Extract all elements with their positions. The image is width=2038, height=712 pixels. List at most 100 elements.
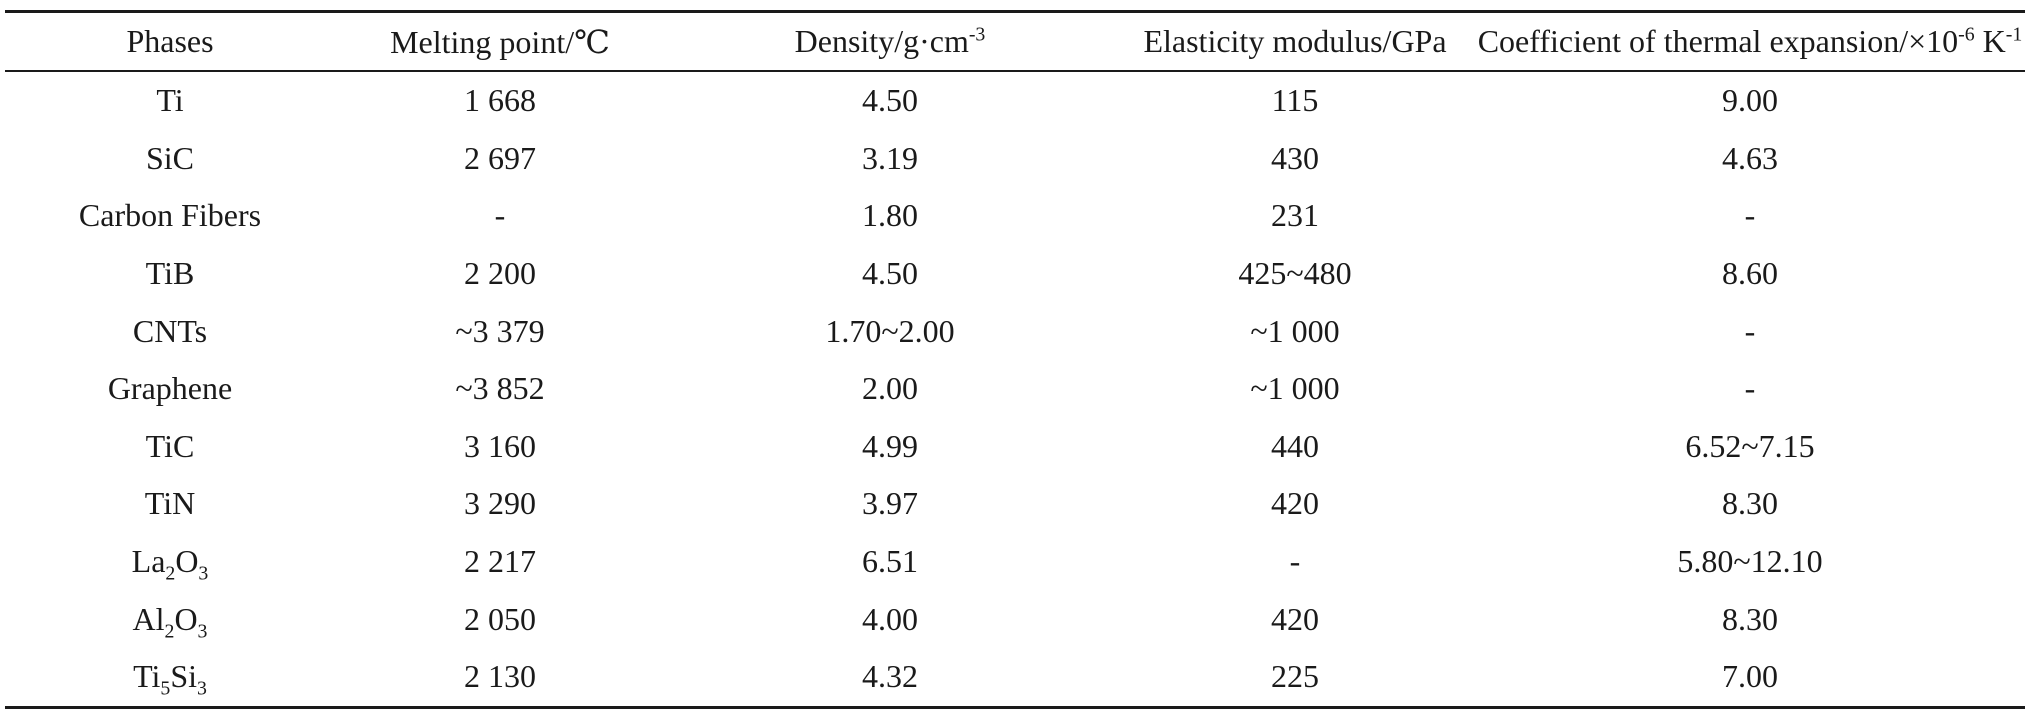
- phase-text: TiB: [145, 255, 195, 292]
- cell-melting-point: 3 290: [464, 485, 536, 522]
- cell-thermal-expansion: 7.00: [1475, 647, 2025, 709]
- cell-melting-point: 2 200: [464, 255, 536, 292]
- cell-density: 6.51: [862, 543, 918, 580]
- cell-density: 4.00: [862, 600, 918, 637]
- phase-text: Carbon Fibers: [78, 197, 262, 234]
- header-thermal-expansion-exponent: -6: [1958, 23, 1975, 46]
- header-density: Density/g·cm-3: [665, 10, 1115, 72]
- header-thermal-expansion: Coefficient of thermal expansion/×10-6 K…: [1475, 10, 2025, 72]
- cell-density: 4.50: [862, 82, 918, 119]
- table-row: TiB 2 200 4.50 425~480 8.60: [5, 245, 2025, 303]
- cell-phase: TiB: [5, 245, 335, 303]
- cell-melting-point: 2 217: [464, 543, 536, 580]
- cell-melting-point: ~3 852: [455, 370, 545, 407]
- table-row: Graphene ~3 852 2.00 ~1 000 -: [5, 360, 2025, 418]
- table-row: CNTs ~3 379 1.70~2.00 ~1 000 -: [5, 302, 2025, 360]
- cell-density: 1.80: [862, 197, 918, 234]
- table-row: Carbon Fibers - 1.80 231 -: [5, 187, 2025, 245]
- table-row: Ti 1 668 4.50 115 9.00: [5, 71, 2025, 130]
- header-density-text: Density/g·cm: [794, 23, 969, 59]
- header-melting-point-text: Melting point/℃: [390, 23, 610, 60]
- table-row: TiC 3 160 4.99 440 6.52~7.15: [5, 418, 2025, 476]
- phase-text: Ti: [156, 82, 184, 119]
- cell-elasticity-modulus: -: [1289, 543, 1301, 580]
- phase-text: TiN: [144, 485, 196, 522]
- cell-phase: La2O3: [5, 533, 335, 591]
- header-thermal-expansion-unit-exponent: -1: [2005, 23, 2023, 46]
- cell-elasticity-modulus: 115: [1271, 82, 1319, 119]
- header-phases: Phases: [5, 10, 335, 72]
- cell-density: 3.97: [862, 485, 918, 522]
- table-body: Ti 1 668 4.50 115 9.00 SiC 2 697 3.19 430 4.63 Car…: [5, 71, 2025, 709]
- cell-thermal-expansion: 6.52~7.15: [1685, 427, 1815, 464]
- header-melting-point: Melting point/℃: [335, 10, 665, 72]
- header-density-exponent: -3: [968, 23, 986, 46]
- header-elasticity-modulus: Elasticity modulus/GPa: [1115, 10, 1475, 72]
- phase-text: O: [174, 600, 198, 637]
- phase-text: Al: [132, 600, 165, 637]
- phase-text: Si: [170, 658, 197, 695]
- cell-phase: Graphene: [5, 360, 335, 418]
- cell-density: 4.32: [665, 647, 1115, 709]
- phase-subscript: 3: [198, 562, 209, 585]
- cell-thermal-expansion: 8.30: [1722, 485, 1778, 522]
- header-row: Phases Melting point/℃ Density/g·cm-3 El…: [5, 10, 2025, 72]
- cell-elasticity-modulus: 430: [1271, 139, 1319, 176]
- phase-text: Graphene: [107, 370, 233, 407]
- phase-subscript: 2: [164, 620, 175, 643]
- cell-phase: Carbon Fibers: [5, 187, 335, 245]
- cell-melting-point: 2 697: [464, 139, 536, 176]
- cell-elasticity-modulus: 420: [1271, 600, 1319, 637]
- cell-thermal-expansion: 8.60: [1722, 255, 1778, 292]
- cell-elasticity-modulus: 225: [1115, 647, 1475, 709]
- phase-text: La: [131, 543, 166, 580]
- cell-phase: TiN: [5, 475, 335, 533]
- table-row: SiC 2 697 3.19 430 4.63: [5, 130, 2025, 188]
- cell-elasticity-modulus: 425~480: [1238, 255, 1352, 292]
- phase-text: SiC: [145, 139, 195, 176]
- phase-subscript: 2: [165, 562, 176, 585]
- cell-density: 4.50: [862, 255, 918, 292]
- cell-density: 1.70~2.00: [825, 312, 955, 349]
- cell-elasticity-modulus: ~1 000: [1250, 312, 1340, 349]
- phase-subscript: 5: [160, 677, 171, 700]
- phase-subscript: 3: [197, 620, 208, 643]
- cell-thermal-expansion: -: [1744, 197, 1756, 234]
- cell-elasticity-modulus: ~1 000: [1250, 370, 1340, 407]
- cell-melting-point: -: [494, 197, 506, 234]
- cell-melting-point: ~3 379: [455, 312, 545, 349]
- cell-melting-point: 2 050: [464, 600, 536, 637]
- phase-text: O: [175, 543, 199, 580]
- material-properties-table: Phases Melting point/℃ Density/g·cm-3 El…: [5, 10, 2025, 709]
- cell-phase: TiC: [5, 418, 335, 476]
- table-row: La2O3 2 217 6.51 - 5.80~12.10: [5, 533, 2025, 591]
- header-thermal-expansion-unit: K: [1974, 23, 2006, 59]
- cell-elasticity-modulus: 420: [1271, 485, 1319, 522]
- table-header: Phases Melting point/℃ Density/g·cm-3 El…: [5, 10, 2025, 72]
- cell-density: 2.00: [862, 370, 918, 407]
- table-row: Ti5Si3 2 130 4.32 225 7.00: [5, 647, 2025, 709]
- cell-elasticity-modulus: 231: [1271, 197, 1319, 234]
- table-row: TiN 3 290 3.97 420 8.30: [5, 475, 2025, 533]
- cell-thermal-expansion: 9.00: [1722, 82, 1778, 119]
- cell-melting-point: 3 160: [464, 427, 536, 464]
- header-elasticity-modulus-text: Elasticity modulus/GPa: [1143, 23, 1447, 59]
- header-thermal-expansion-text: Coefficient of thermal expansion/×10: [1477, 23, 1959, 59]
- cell-thermal-expansion: 5.80~12.10: [1677, 543, 1823, 580]
- cell-melting-point: 2 130: [335, 647, 665, 709]
- cell-density: 3.19: [862, 139, 918, 176]
- cell-phase: SiC: [5, 130, 335, 188]
- cell-thermal-expansion: 8.30: [1722, 600, 1778, 637]
- cell-thermal-expansion: 4.63: [1722, 139, 1778, 176]
- cell-phase: Ti: [5, 71, 335, 130]
- cell-phase: Ti5Si3: [5, 647, 335, 709]
- cell-thermal-expansion: -: [1744, 312, 1756, 349]
- cell-melting-point: 1 668: [464, 82, 536, 119]
- phase-text: TiC: [145, 427, 195, 464]
- cell-density: 4.99: [862, 427, 918, 464]
- phase-text: Ti: [133, 658, 161, 695]
- cell-phase: Al2O3: [5, 590, 335, 648]
- cell-elasticity-modulus: 440: [1271, 427, 1319, 464]
- phase-subscript: 3: [197, 677, 207, 700]
